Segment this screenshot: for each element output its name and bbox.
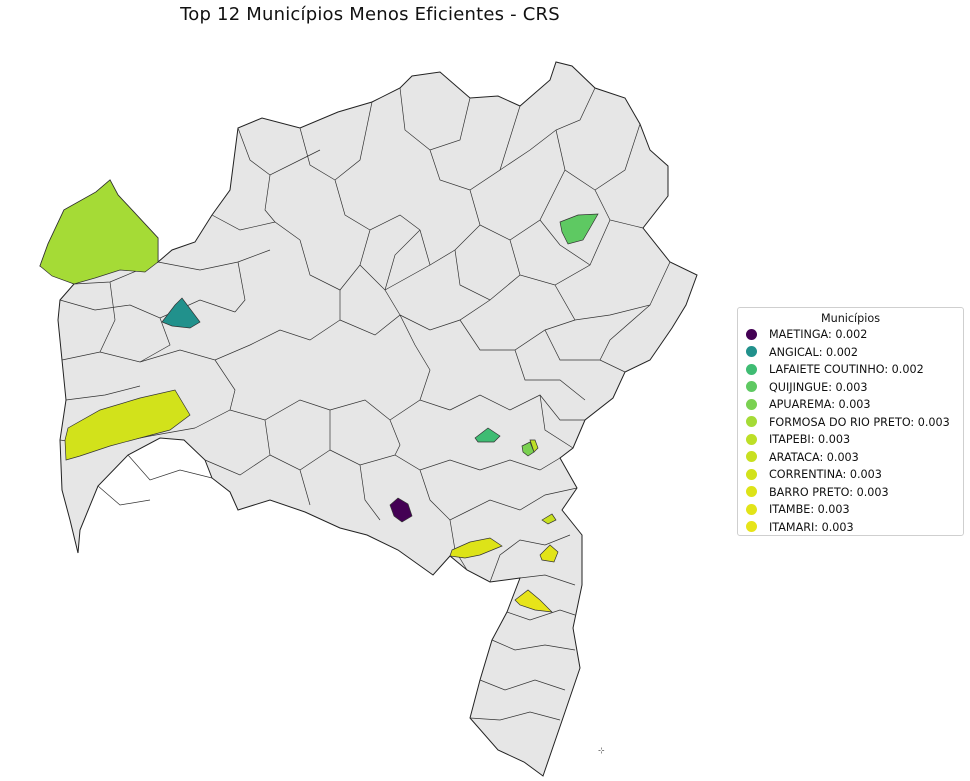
legend-item-label: ITAMBE: 0.003 <box>769 503 850 516</box>
municipality-border <box>554 261 671 321</box>
municipality-border <box>599 304 651 361</box>
legend-item: APUAREMA: 0.003 <box>746 397 871 413</box>
municipality-border <box>489 534 571 583</box>
municipality-border <box>469 711 561 721</box>
municipality-border <box>264 174 276 223</box>
municipality-border <box>97 485 151 506</box>
legend-item: CORRENTINA: 0.003 <box>746 467 882 483</box>
municipality-border <box>389 419 401 456</box>
legend-marker-icon <box>746 486 757 497</box>
legend-item-label: CORRENTINA: 0.003 <box>769 468 882 481</box>
municipality-lafaiete-coutinho <box>474 427 501 443</box>
municipality-border <box>299 469 311 506</box>
chart-title: Top 12 Municípios Menos Eficientes - CRS <box>180 4 560 25</box>
municipality-border <box>249 290 341 346</box>
municipality-border <box>449 394 585 421</box>
legend-item-label: ITAPEBI: 0.003 <box>769 433 851 446</box>
municipality-border <box>127 454 213 481</box>
legend-item-label: QUIJINGUE: 0.003 <box>769 380 868 394</box>
legend-title: Municípios <box>820 312 881 325</box>
municipality-formosa-do-rio-preto <box>39 179 159 285</box>
municipality-borders <box>59 87 671 721</box>
municipality-border <box>544 329 626 373</box>
municipality-border <box>539 219 591 266</box>
municipality-border <box>506 609 576 621</box>
municipality-border <box>359 464 381 521</box>
municipality-barro-preto <box>449 537 503 559</box>
municipality-border <box>469 487 578 511</box>
municipality-maetinga <box>389 497 413 523</box>
municipality-quijingue <box>559 213 599 245</box>
municipality-border <box>139 317 171 363</box>
legend-item: ANGICAL: 0.002 <box>746 345 858 361</box>
legend-marker-icon <box>746 521 757 532</box>
municipality-border <box>339 289 401 336</box>
legend-item: ITAMARI: 0.003 <box>746 520 854 536</box>
municipality-border <box>479 679 566 691</box>
legend: Municípios MAETINGA: 0.002 ANGICAL: 0.002… <box>737 307 964 536</box>
legend-item-label: MAETINGA: 0.002 <box>769 328 868 341</box>
legend-item: ARATACA: 0.003 <box>746 450 859 466</box>
legend-item: QUIJINGUE: 0.003 <box>746 380 868 396</box>
legend-item-label: LAFAIETE COUTINHO: 0.002 <box>769 363 924 376</box>
legend-item: LAFAIETE COUTINHO: 0.002 <box>746 362 924 378</box>
municipality-border <box>59 299 236 319</box>
municipality-border <box>214 359 236 411</box>
legend-marker-icon <box>746 433 757 445</box>
municipality-apuarema <box>521 441 535 457</box>
legend-marker-icon <box>746 451 757 462</box>
legend-item: ITAMBE: 0.003 <box>746 502 850 518</box>
municipality-border <box>454 224 521 301</box>
municipality-border <box>329 449 481 471</box>
municipality-correntina <box>64 389 191 461</box>
municipality-angical <box>161 297 201 329</box>
municipality-border <box>514 349 586 401</box>
municipality-border <box>204 454 271 476</box>
municipality-border <box>479 457 561 471</box>
municipality-border <box>157 249 271 271</box>
legend-marker-icon <box>746 468 757 480</box>
legend-item-label: FORMOSA DO RIO PRETO: 0.003 <box>769 415 950 429</box>
municipality-border <box>491 639 576 651</box>
municipality-border <box>384 229 421 291</box>
municipality-itapebi <box>529 439 539 453</box>
municipality-border <box>419 469 471 521</box>
municipality-border <box>65 385 141 401</box>
legend-marker-icon <box>746 416 757 427</box>
legend-item: FORMOSA DO RIO PRETO: 0.003 <box>746 415 950 431</box>
municipality-border <box>399 299 491 331</box>
legend-item-label: ITAMARI: 0.003 <box>769 520 854 534</box>
legend-marker-icon <box>746 363 757 375</box>
municipality-border <box>359 229 431 291</box>
municipality-itamari <box>514 589 553 613</box>
legend-item: BARRO PRETO: 0.003 <box>746 485 889 501</box>
municipality-border <box>399 314 431 401</box>
legend-marker-icon <box>746 346 757 357</box>
municipality-border <box>99 281 116 353</box>
legend-item-label: APUAREMA: 0.003 <box>769 398 871 411</box>
legend-marker-icon <box>746 381 757 392</box>
legend-marker-icon <box>746 328 757 340</box>
legend-marker-icon <box>746 503 757 515</box>
municipality-border <box>299 239 361 291</box>
corner-mark: ⊹ <box>598 746 605 755</box>
municipality-border <box>61 344 251 363</box>
legend-item-label: ANGICAL: 0.002 <box>769 345 859 359</box>
legend-item-label: ARATACA: 0.003 <box>769 450 859 464</box>
municipality-border <box>519 574 576 586</box>
municipality-border <box>234 261 246 313</box>
legend-marker-icon <box>746 398 757 410</box>
municipality-border <box>539 394 574 449</box>
municipality-border <box>211 214 301 241</box>
municipality-arataca <box>541 513 557 525</box>
municipality-itambe <box>539 544 559 563</box>
highlighted-municipalities <box>39 179 599 613</box>
legend-item: ITAPEBI: 0.003 <box>746 432 850 448</box>
legend-item-label: BARRO PRETO: 0.003 <box>769 485 889 499</box>
legend-item: MAETINGA: 0.002 <box>746 327 867 343</box>
